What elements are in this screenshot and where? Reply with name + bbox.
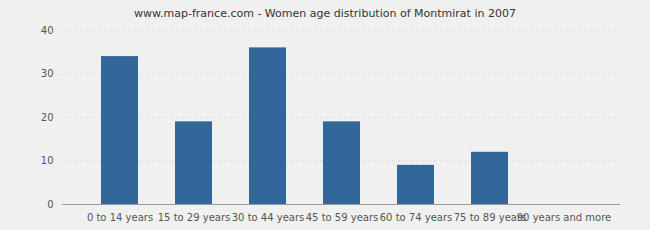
svg-text:30 to 44 years: 30 to 44 years: [232, 212, 305, 223]
svg-text:0 to 14 years: 0 to 14 years: [87, 212, 153, 223]
svg-text:30: 30: [41, 68, 54, 79]
svg-text:90 years and more: 90 years and more: [517, 212, 612, 223]
svg-text:15 to 29 years: 15 to 29 years: [158, 212, 231, 223]
svg-text:0: 0: [47, 199, 53, 210]
html-text:www.map-france.com - Women age: www.map-france.com - Women age distribut…: [134, 7, 516, 20]
svg-text:75 to 89 years: 75 to 89 years: [454, 212, 527, 223]
svg-text:40: 40: [41, 25, 54, 36]
svg-text:60 to 74 years: 60 to 74 years: [380, 212, 453, 223]
svg-text:20: 20: [41, 112, 54, 123]
svg-text:45 to 59 years: 45 to 59 years: [306, 212, 379, 223]
svg-text:10: 10: [41, 155, 54, 166]
